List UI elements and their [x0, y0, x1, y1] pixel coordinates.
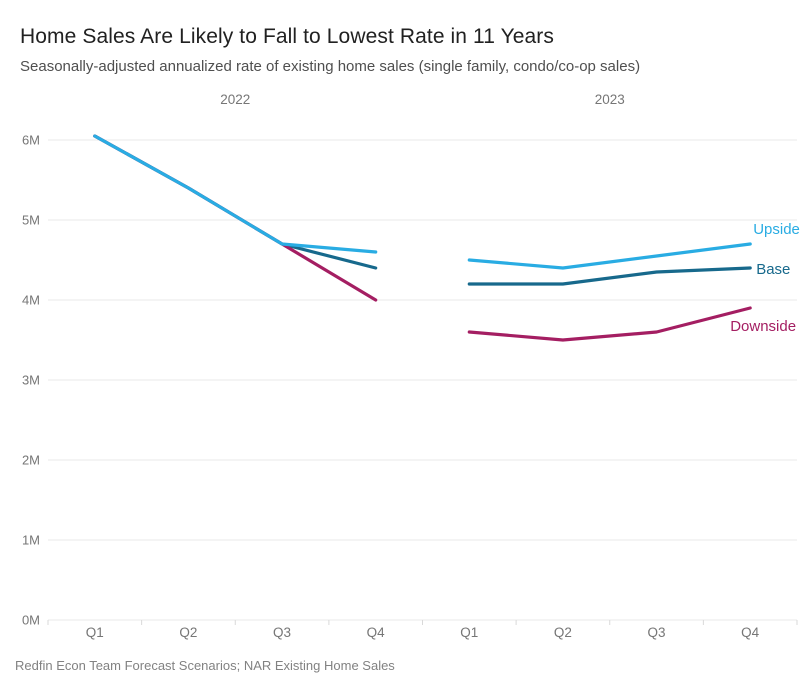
y-axis-label: 2M	[22, 453, 40, 468]
series-line-upside	[467, 242, 752, 270]
series-label-downside: Downside	[730, 318, 796, 335]
y-axis-label: 3M	[22, 373, 40, 388]
y-axis-label: 4M	[22, 293, 40, 308]
series-label-upside: Upside	[753, 221, 800, 238]
series-line-downside	[467, 306, 752, 342]
x-axis-label: Q1	[86, 625, 104, 640]
x-axis-label: Q4	[741, 625, 760, 640]
series-line-base	[467, 266, 752, 286]
x-axis-label: Q1	[460, 625, 478, 640]
chart-title: Home Sales Are Likely to Fall to Lowest …	[20, 25, 554, 48]
y-axis-label: 1M	[22, 533, 40, 548]
year-label-2022: 2022	[220, 92, 250, 107]
series-label-base: Base	[756, 261, 790, 278]
y-axis-label: 6M	[22, 133, 40, 148]
y-axis-label: 5M	[22, 213, 40, 228]
x-axis-label: Q2	[554, 625, 572, 640]
x-axis-label: Q2	[179, 625, 197, 640]
x-axis-label: Q4	[367, 625, 386, 640]
year-label-2023: 2023	[595, 92, 625, 107]
chart-subtitle: Seasonally-adjusted annualized rate of e…	[20, 58, 641, 75]
x-axis-label: Q3	[648, 625, 666, 640]
x-axis-label: Q3	[273, 625, 291, 640]
source-caption: Redfin Econ Team Forecast Scenarios; NAR…	[15, 658, 395, 673]
y-axis-label: 0M	[22, 613, 40, 628]
series-line-upside	[93, 134, 378, 254]
